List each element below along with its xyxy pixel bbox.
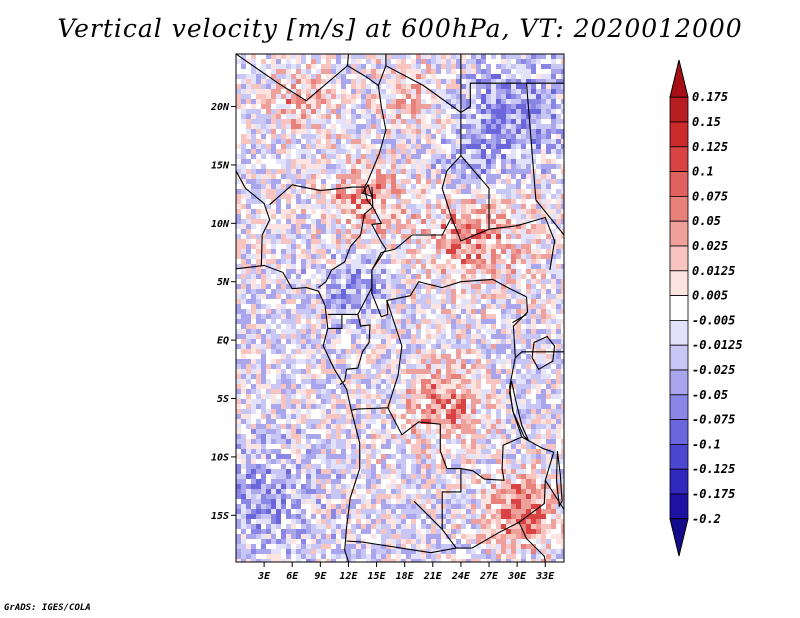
lon-tick-label: 33E — [535, 571, 555, 582]
map-frame — [235, 53, 565, 563]
colorbar-box — [669, 121, 689, 148]
border-line — [518, 522, 546, 562]
lon-tick-label: 24E — [451, 571, 471, 582]
border-line — [413, 500, 443, 530]
colorbar-level-label: -0.075 — [692, 413, 735, 427]
colorbar-box — [669, 195, 689, 222]
colorbar-level-label: 0.0125 — [692, 264, 735, 278]
lat-tick-label: 20N — [210, 102, 230, 113]
colorbar-level-label: 0.05 — [692, 214, 721, 228]
colorbar-level-label: 0.15 — [692, 115, 721, 129]
colorbar-box — [669, 220, 689, 247]
border-line — [327, 314, 343, 329]
border-line — [236, 264, 361, 562]
lat-tick-label: 15S — [211, 511, 229, 522]
lat-tick-label: 10S — [211, 452, 229, 463]
colorbar-level-label: -0.005 — [692, 313, 735, 327]
border-line — [525, 83, 564, 236]
latitude-axis: 20N 15N 10N 5N EQ 5S 10S 15S — [210, 102, 236, 522]
colorbar-box — [669, 369, 689, 396]
colorbar-level-label: 0.175 — [692, 90, 728, 104]
lat-tick-label: 15N — [211, 160, 230, 171]
colorbar-level-label: -0.1 — [692, 437, 721, 451]
colorbar-box — [669, 245, 689, 272]
colorbar-box — [669, 468, 689, 495]
border-line — [456, 436, 555, 549]
border-line — [361, 184, 373, 198]
lon-tick-label: 6E — [286, 571, 299, 582]
border-line — [555, 451, 563, 508]
colorbar-level-label: 0.025 — [692, 239, 728, 253]
colorbar-box — [669, 270, 689, 296]
software-credit: GrADS: IGES/COLA — [4, 603, 91, 613]
colorbar-level-label: -0.0125 — [692, 338, 743, 352]
colorbar-box — [669, 443, 689, 470]
colorbar-box — [669, 493, 689, 520]
lon-tick-label: 12E — [339, 571, 358, 582]
border-line — [236, 170, 271, 267]
colorbar-level-label: -0.2 — [692, 512, 721, 526]
colorbar-box — [669, 419, 689, 445]
lon-tick-label: 27E — [479, 571, 499, 582]
colorbar-level-label: -0.025 — [692, 363, 735, 377]
lon-tick-label: 30E — [507, 571, 527, 582]
lat-tick-label: 5N — [217, 277, 230, 288]
border-line — [346, 54, 350, 66]
border-line — [514, 351, 564, 359]
colorbar-box — [669, 96, 689, 123]
colorbar-box — [669, 295, 689, 321]
border-line — [488, 216, 556, 271]
border-line — [327, 187, 387, 315]
lat-tick-label: 5S — [217, 394, 229, 405]
border-line — [339, 314, 371, 385]
colorbar-box — [669, 319, 689, 346]
lon-tick-label: 21E — [423, 571, 443, 582]
colorbar-box — [669, 146, 689, 173]
colorbar-level-label: 0.005 — [692, 289, 728, 303]
lon-tick-label: 3E — [257, 571, 271, 582]
border-line — [346, 407, 462, 554]
colorbar-max-triangle — [669, 59, 689, 98]
border-line — [460, 54, 564, 114]
lon-tick-label: 18E — [396, 571, 415, 582]
vertical-velocity-field — [236, 54, 564, 562]
colorbar-min-triangle — [669, 518, 689, 557]
colorbar-level-label: 0.1 — [692, 165, 714, 179]
lon-tick-label: 9E — [314, 571, 327, 582]
colorbar-level-label: 0.075 — [692, 189, 728, 203]
chart-title: Vertical velocity [m/s] at 600hPa, VT: 2… — [57, 14, 743, 43]
colorbar-level-label: 0.125 — [692, 140, 728, 154]
lat-tick-label: EQ — [217, 336, 229, 347]
colorbar-box — [669, 394, 689, 420]
colorbar-box — [669, 344, 689, 371]
lat-tick-label: 10N — [211, 219, 230, 230]
lon-tick-label: 15E — [368, 571, 387, 582]
country-borders — [236, 54, 564, 562]
border-line — [509, 380, 529, 441]
colorbar: 0.175 0.15 0.125 0.1 0.075 0.05 0.025 0.0125 0.0… — [669, 59, 743, 557]
border-line — [544, 480, 564, 510]
colorbar-level-label: -0.125 — [692, 462, 735, 476]
border-line — [512, 313, 527, 324]
border-line — [351, 300, 403, 411]
colorbar-level-label: -0.05 — [692, 388, 728, 402]
colorbar-box — [669, 171, 689, 197]
border-line — [269, 184, 374, 289]
border-line — [531, 335, 556, 371]
colorbar-level-label: -0.175 — [692, 487, 735, 501]
longitude-axis: 3E 6E 9E 12E 15E 18E 21E 24E 27E 30E 33E — [257, 562, 555, 582]
